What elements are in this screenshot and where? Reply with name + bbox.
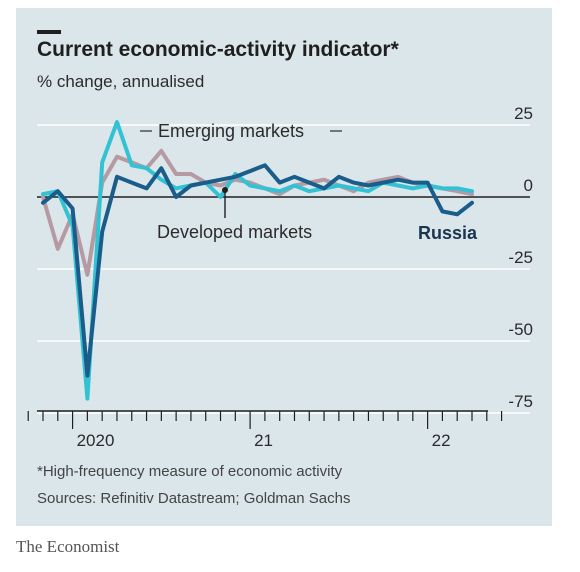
x-axis: 2020 21 22 — [27, 410, 503, 450]
annotations: Emerging markets Developed markets Russia — [140, 121, 478, 243]
series-line-russia — [41, 163, 474, 378]
series-lines — [41, 120, 474, 401]
gridlines — [37, 124, 530, 414]
chart-panel — [16, 8, 552, 526]
y-tick-label: 0 — [524, 176, 533, 195]
annotation-developed: Developed markets — [157, 222, 312, 242]
chart-title: Current economic-activity indicator* — [37, 38, 399, 61]
series-line-emerging — [41, 120, 474, 401]
brand-logo: The Economist — [16, 537, 120, 556]
y-tick-label: -50 — [508, 320, 533, 339]
x-tick-label: 2020 — [77, 431, 115, 450]
x-tick-label: 22 — [432, 431, 451, 450]
title-accent-bar — [37, 30, 61, 34]
x-tick-label: 21 — [254, 431, 273, 450]
chart-subtitle: % change, annualised — [37, 72, 205, 91]
developed-leader-dot — [222, 187, 228, 193]
annotation-emerging: Emerging markets — [158, 121, 304, 141]
y-tick-label: -25 — [508, 248, 533, 267]
annotation-russia: Russia — [418, 223, 478, 243]
y-tick-label: -75 — [508, 392, 533, 411]
sources: Sources: Refinitiv Datastream; Goldman S… — [37, 490, 351, 507]
y-tick-labels: 25 0 -25 -50 -75 — [508, 104, 533, 411]
footnote: *High-frequency measure of economic acti… — [37, 463, 343, 480]
y-tick-label: 25 — [514, 104, 533, 123]
